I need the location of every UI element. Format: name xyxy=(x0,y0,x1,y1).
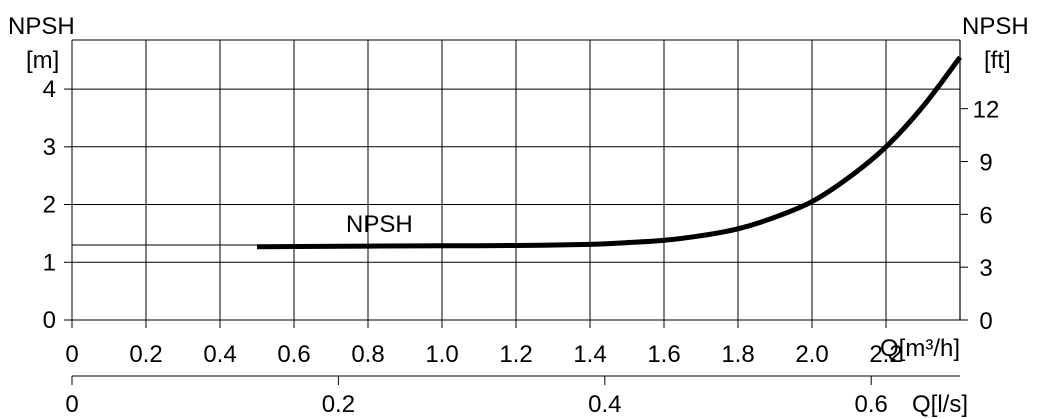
left-axis-ticks: 0 1 2 3 4 xyxy=(43,76,72,334)
bottom-axis-ticks: 0 0.2 0.4 0.6 0.8 1.0 1.2 1.4 1.6 1.8 2.0 2.2 xyxy=(65,320,903,368)
secondary-bottom-axis-label: Q[l/s] xyxy=(912,391,968,418)
right-tick-label: 6 xyxy=(979,202,992,229)
bottom-tick-label: 0.4 xyxy=(203,341,236,368)
secondary-tick-label: 0.2 xyxy=(322,391,355,418)
bottom-tick-label: 0 xyxy=(65,341,78,368)
left-axis-title-line2: [m] xyxy=(26,47,59,74)
left-tick-label: 0 xyxy=(43,307,56,334)
grid xyxy=(71,39,961,321)
bottom-tick-label: 0.6 xyxy=(277,341,310,368)
series-group xyxy=(256,55,962,250)
left-axis-title-line1: NPSH xyxy=(8,13,75,40)
right-tick-label: 9 xyxy=(979,150,992,177)
series-label: NPSH xyxy=(346,211,413,238)
bottom-tick-label: 2.2 xyxy=(869,341,902,368)
bottom-tick-label: 1.2 xyxy=(499,341,532,368)
left-tick-label: 3 xyxy=(43,134,56,161)
right-axis-title-line1: NPSH xyxy=(962,13,1029,40)
secondary-bottom-axis: 0 0.2 0.4 0.6 xyxy=(65,375,960,418)
secondary-tick-label: 0 xyxy=(65,391,78,418)
bottom-tick-label: 2.0 xyxy=(795,341,828,368)
bottom-axis-label: Q[m³/h] xyxy=(880,335,960,362)
bottom-tick-label: 1.4 xyxy=(573,341,606,368)
npsh-curve xyxy=(256,55,962,250)
right-axis-ticks: 0 3 6 9 12 xyxy=(960,97,999,335)
left-tick-label: 1 xyxy=(43,249,56,276)
right-tick-label: 0 xyxy=(979,308,992,335)
bottom-tick-label: 1.8 xyxy=(721,341,754,368)
left-tick-label: 2 xyxy=(43,192,56,219)
bottom-tick-label: 1.6 xyxy=(647,341,680,368)
bottom-tick-label: 0.2 xyxy=(129,341,162,368)
bottom-tick-label: 1.0 xyxy=(425,341,458,368)
secondary-tick-label: 0.4 xyxy=(588,391,621,418)
bottom-tick-label: 0.8 xyxy=(351,341,384,368)
secondary-tick-label: 0.6 xyxy=(855,391,888,418)
left-tick-label: 4 xyxy=(43,76,56,103)
right-tick-label: 3 xyxy=(979,255,992,282)
right-axis-title-line2: [ft] xyxy=(984,47,1011,74)
right-tick-label: 12 xyxy=(973,97,1000,124)
